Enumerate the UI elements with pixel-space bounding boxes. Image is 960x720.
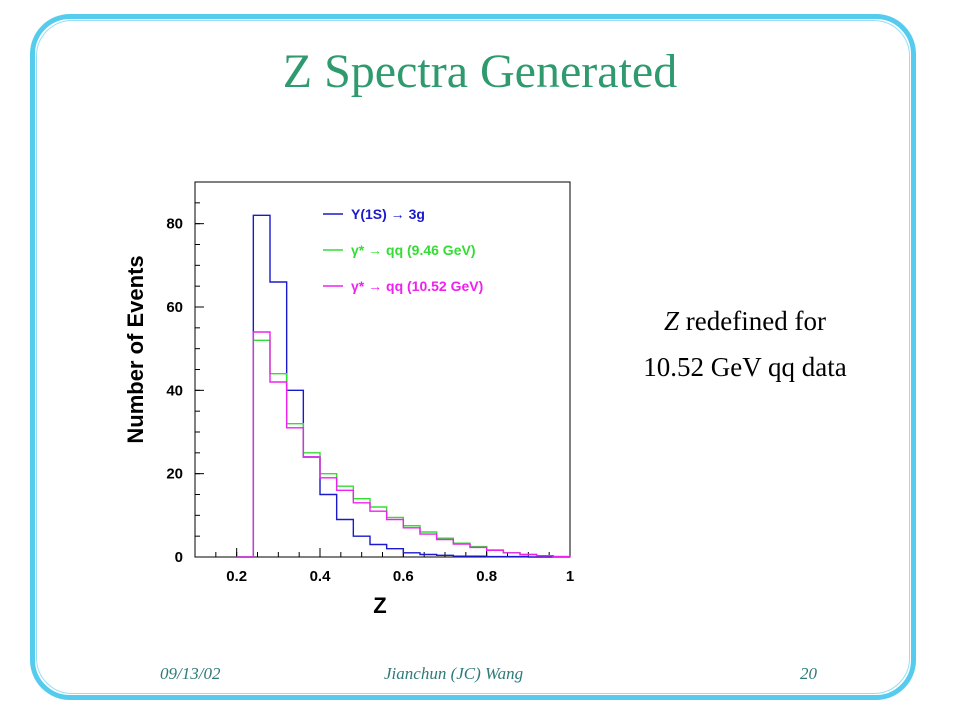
side-note-line-1-rest: redefined for (679, 306, 826, 336)
footer-author: Jianchun (JC) Wang (384, 664, 524, 683)
legend-label-1: Υ(1S) → 3g (351, 206, 425, 222)
series-line-3 (236, 331, 571, 558)
plot-frame (194, 181, 571, 558)
series-line-1 (236, 214, 570, 558)
x-tick-label: 1 (566, 568, 574, 585)
slide-title: Z Spectra Generated (282, 45, 678, 98)
footer-page-number: 20 (800, 664, 817, 683)
legend-label-3: γ* → qq (10.52 GeV) (351, 278, 483, 294)
y-tick-label: 40 (166, 382, 183, 399)
slide-frame (30, 14, 916, 700)
side-note: Z redefined for 10.52 GeV qq data (600, 298, 890, 390)
side-note-line-1: Z redefined for (600, 298, 890, 344)
z-spectra-chart: 0.2 0.4 0.6 0.8 1 0 20 40 60 80 Z Number of Events Υ… (123, 181, 574, 618)
y-tick-label: 20 (166, 466, 183, 483)
x-tick-label: 0.6 (393, 568, 414, 585)
y-tick-label: 60 (166, 299, 183, 316)
x-tick-label: 0.4 (310, 568, 332, 585)
side-note-z: Z (664, 306, 680, 336)
side-note-line-2: 10.52 GeV qq data (643, 352, 847, 382)
y-axis-title: Number of Events (123, 255, 148, 443)
x-tick-label: 0.8 (476, 568, 497, 585)
x-axis-title: Z (373, 593, 386, 618)
slide-frame-inner (36, 20, 910, 694)
y-tick-label: 80 (166, 216, 183, 233)
x-tick-label: 0.2 (226, 568, 247, 585)
y-tick-label: 0 (175, 549, 183, 566)
footer-date: 09/13/02 (160, 664, 221, 683)
legend-label-2: γ* → qq (9.46 GeV) (351, 242, 475, 258)
